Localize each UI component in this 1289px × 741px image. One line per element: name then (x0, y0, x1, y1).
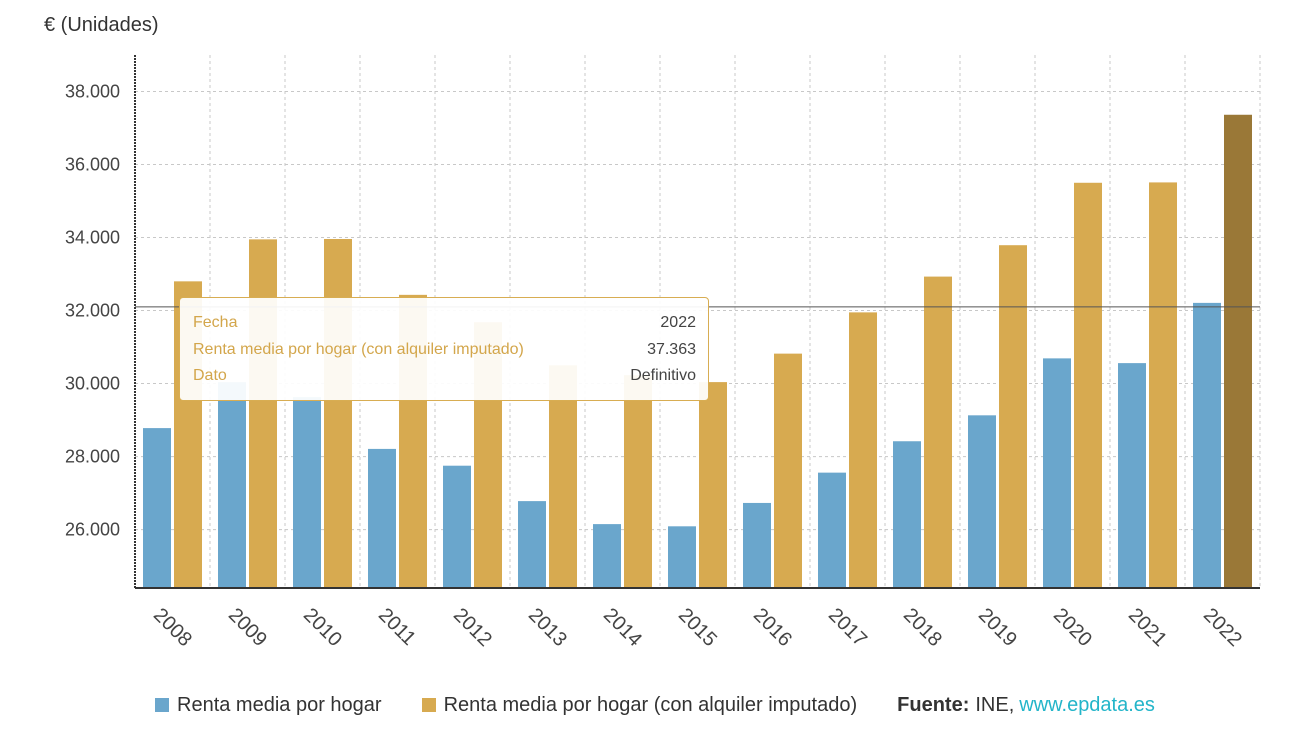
x-tick-label: 2014 (599, 604, 646, 651)
x-tick-label: 2018 (899, 604, 946, 651)
tooltip-key: Dato (193, 367, 227, 384)
x-tick-label: 2012 (449, 604, 496, 651)
bar-renta (443, 465, 471, 588)
bar-renta-alquiler (1224, 114, 1252, 588)
tooltip-row-series: Renta media por hogar (con alquiler impu… (193, 337, 696, 364)
x-tick-label: 2013 (524, 604, 571, 651)
legend-item-renta-alquiler[interactable]: Renta media por hogar (con alquiler impu… (421, 693, 858, 717)
bar-renta (968, 415, 996, 588)
bar-renta (368, 448, 396, 588)
tooltip-key: Renta media por hogar (con alquiler impu… (193, 340, 524, 358)
tooltip-value: 37.363 (647, 340, 696, 358)
bar-renta-alquiler (324, 238, 352, 589)
bar-renta-alquiler (249, 239, 277, 588)
bar-renta-alquiler (774, 353, 802, 588)
bar-renta-alquiler (1074, 182, 1102, 588)
legend-swatch (155, 698, 169, 712)
bar-renta (293, 397, 321, 588)
bar-renta (818, 472, 846, 588)
source-credit: Fuente: INE, www.epdata.es (897, 694, 1155, 717)
bar-renta-alquiler (924, 276, 952, 588)
x-tick-label: 2011 (374, 604, 420, 650)
source-text: INE, (975, 693, 1015, 716)
bar-renta (218, 382, 246, 588)
bar-renta (518, 501, 546, 588)
chart-tooltip: Fecha 2022 Renta media por hogar (con al… (179, 297, 709, 401)
source-link[interactable]: www.epdata.es (1019, 693, 1155, 716)
bar-renta-alquiler (699, 382, 727, 588)
bar-renta (1118, 363, 1146, 588)
tooltip-value: 2022 (660, 314, 696, 331)
x-tick-label: 2009 (224, 604, 271, 651)
bar-renta-alquiler (549, 365, 577, 588)
y-tick-label: 26.000 (65, 520, 120, 540)
bar-renta (668, 526, 696, 588)
y-tick-label: 38.000 (65, 82, 120, 102)
bar-renta (1043, 358, 1071, 588)
bar-renta-alquiler (999, 245, 1027, 588)
bar-renta-alquiler (624, 375, 652, 588)
y-axis-unit-label: € (Unidades) (44, 14, 159, 36)
tooltip-key: Fecha (193, 314, 238, 331)
x-tick-label: 2010 (299, 604, 346, 651)
y-tick-label: 30.000 (65, 374, 120, 394)
chart-legend: Renta media por hogar Renta media por ho… (155, 690, 1155, 720)
source-label: Fuente: (897, 693, 970, 716)
y-tick-label: 34.000 (65, 228, 120, 248)
y-tick-label: 32.000 (65, 301, 120, 321)
y-tick-label: 36.000 (65, 155, 120, 175)
bar-renta (1193, 302, 1221, 588)
x-tick-label: 2020 (1049, 604, 1096, 651)
bar-renta (143, 428, 171, 588)
legend-item-renta[interactable]: Renta media por hogar (155, 694, 382, 717)
tooltip-row-status: Dato Definitivo (193, 363, 696, 390)
x-tick-label: 2015 (674, 604, 721, 651)
x-tick-label: 2017 (824, 604, 871, 651)
x-tick-label: 2008 (149, 604, 196, 651)
bar-renta (743, 502, 771, 588)
x-tick-label: 2019 (974, 604, 1021, 651)
bar-renta-alquiler (1149, 182, 1177, 588)
tooltip-value: Definitivo (630, 367, 696, 384)
tooltip-row-date: Fecha 2022 (193, 310, 696, 337)
legend-label: Renta media por hogar (con alquiler impu… (443, 693, 858, 716)
x-tick-label: 2021 (1124, 604, 1171, 651)
y-tick-label: 28.000 (65, 447, 120, 467)
legend-label: Renta media por hogar (177, 693, 382, 716)
bar-renta (893, 441, 921, 588)
legend-swatch (421, 698, 436, 712)
x-tick-label: 2016 (749, 604, 796, 651)
x-tick-label: 2022 (1199, 604, 1246, 651)
bar-renta-alquiler (849, 312, 877, 588)
bar-renta (593, 524, 621, 588)
